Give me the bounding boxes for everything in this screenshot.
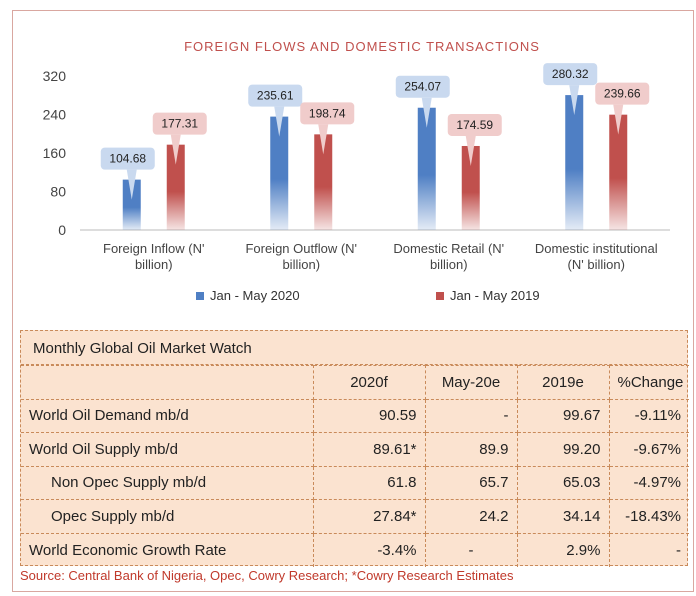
legend-label-2019: Jan - May 2019 (450, 288, 540, 303)
cell-may-20e: 89.9 (424, 432, 518, 467)
row-label: World Economic Growth Rate (21, 532, 314, 567)
cell-2020f: -3.4% (312, 532, 426, 567)
row-label: Opec Supply mb/d (21, 499, 314, 534)
data-label: 177.31 (161, 117, 198, 131)
value-callout-pointer (613, 104, 624, 135)
oil-table-grid: 2020f May-20e 2019e %Change World Oil De… (21, 365, 689, 567)
table-row: Non Opec Supply mb/d 61.8 65.7 65.03 -4.… (21, 465, 689, 500)
data-label: 235.61 (257, 89, 294, 103)
value-callout-pointer (318, 124, 329, 155)
table-header-row: 2020f May-20e 2019e %Change (21, 365, 689, 400)
value-callout (447, 113, 502, 136)
y-tick-label: 240 (43, 107, 67, 123)
value-callout (152, 112, 207, 135)
cell-change: -9.11% (608, 398, 689, 433)
cell-may-20e: - (424, 532, 518, 567)
table-row: World Oil Supply mb/d 89.61* 89.9 99.20 … (21, 432, 689, 467)
value-callout (248, 84, 303, 107)
header-2020f: 2020f (312, 365, 426, 400)
x-tick-label: Domestic Retail (N' (393, 241, 504, 256)
source-note: Source: Central Bank of Nigeria, Opec, C… (20, 568, 514, 583)
cell-2019e: 2.9% (516, 532, 610, 567)
bar-2019 (166, 144, 185, 230)
bar-2019 (314, 134, 333, 230)
row-label: World Oil Supply mb/d (21, 432, 314, 467)
cell-may-20e: 24.2 (424, 499, 518, 534)
value-callout (100, 147, 155, 170)
chart-legend: Jan - May 2020 Jan - May 2019 (0, 288, 696, 308)
row-label: Non Opec Supply mb/d (21, 465, 314, 500)
chart-canvas: FOREIGN FLOWS AND DOMESTIC TRANSACTIONS 0… (43, 39, 670, 272)
bar-2020 (417, 107, 436, 230)
value-callout (395, 75, 450, 98)
y-tick-label: 0 (58, 222, 66, 238)
legend-item-2019: Jan - May 2019 (436, 288, 540, 303)
cell-may-20e: - (424, 398, 518, 433)
cell-change: -18.43% (608, 499, 689, 534)
cell-2019e: 65.03 (516, 465, 610, 500)
table-row: Opec Supply mb/d 27.84* 24.2 34.14 -18.4… (21, 499, 689, 534)
x-tick-label: Foreign Outflow (N' (245, 241, 357, 256)
cell-2020f: 89.61* (312, 432, 426, 467)
cell-2020f: 27.84* (312, 499, 426, 534)
cell-2020f: 90.59 (312, 398, 426, 433)
legend-swatch-2019 (436, 291, 444, 300)
header-2019e: 2019e (516, 365, 610, 400)
value-callout-pointer (126, 169, 137, 200)
y-tick-label: 320 (43, 68, 67, 84)
value-callout-pointer (170, 134, 181, 165)
bar-2020 (565, 95, 584, 230)
table-row: World Economic Growth Rate -3.4% - 2.9% … (21, 532, 689, 567)
header-change: %Change (608, 365, 689, 400)
y-tick-label: 160 (43, 145, 67, 161)
value-callout-pointer (274, 106, 285, 137)
bar-chart: FOREIGN FLOWS AND DOMESTIC TRANSACTIONS 0… (0, 39, 696, 308)
bar-2019 (609, 114, 628, 230)
cell-change: -9.67% (608, 432, 689, 467)
cell-2019e: 99.67 (516, 398, 610, 433)
data-label: 198.74 (309, 106, 346, 120)
cell-change: -4.97% (608, 465, 689, 500)
table-title: Monthly Global Oil Market Watch (21, 331, 687, 365)
chart-title: FOREIGN FLOWS AND DOMESTIC TRANSACTIONS (184, 39, 540, 54)
value-callout (595, 82, 650, 105)
header-may-20e: May-20e (424, 365, 518, 400)
table-row: World Oil Demand mb/d 90.59 - 99.67 -9.1… (21, 398, 689, 433)
value-callout-pointer (465, 135, 476, 166)
x-tick-label: Foreign Inflow (N' (103, 241, 204, 256)
x-tick-label: billion) (282, 257, 320, 272)
bar-2020 (122, 179, 141, 230)
y-tick-label: 80 (50, 184, 66, 200)
legend-item-2020: Jan - May 2020 (196, 288, 300, 303)
cell-2020f: 61.8 (312, 465, 426, 500)
x-tick-label: (N' billion) (568, 257, 625, 272)
oil-market-table: Monthly Global Oil Market Watch 2020f Ma… (20, 330, 689, 567)
data-label: 280.32 (552, 67, 589, 81)
cell-may-20e: 65.7 (424, 465, 518, 500)
header-label (21, 365, 314, 400)
data-label: 239.66 (604, 87, 641, 101)
cell-change: - (608, 532, 689, 567)
data-label: 174.59 (456, 118, 493, 132)
legend-label-2020: Jan - May 2020 (210, 288, 300, 303)
x-tick-label: Domestic institutional (535, 241, 658, 256)
cell-2019e: 99.20 (516, 432, 610, 467)
value-callout-pointer (421, 97, 432, 128)
value-callout (300, 102, 355, 125)
bar-2019 (461, 145, 480, 230)
x-tick-label: billion) (430, 257, 468, 272)
row-label: World Oil Demand mb/d (21, 398, 314, 433)
data-label: 104.68 (109, 152, 146, 166)
x-tick-label: billion) (135, 257, 173, 272)
figure-frame (12, 10, 694, 592)
data-label: 254.07 (404, 80, 441, 94)
legend-swatch-2020 (196, 291, 204, 300)
value-callout-pointer (569, 85, 580, 116)
value-callout (543, 63, 598, 86)
bar-2020 (270, 116, 289, 230)
cell-2019e: 34.14 (516, 499, 610, 534)
